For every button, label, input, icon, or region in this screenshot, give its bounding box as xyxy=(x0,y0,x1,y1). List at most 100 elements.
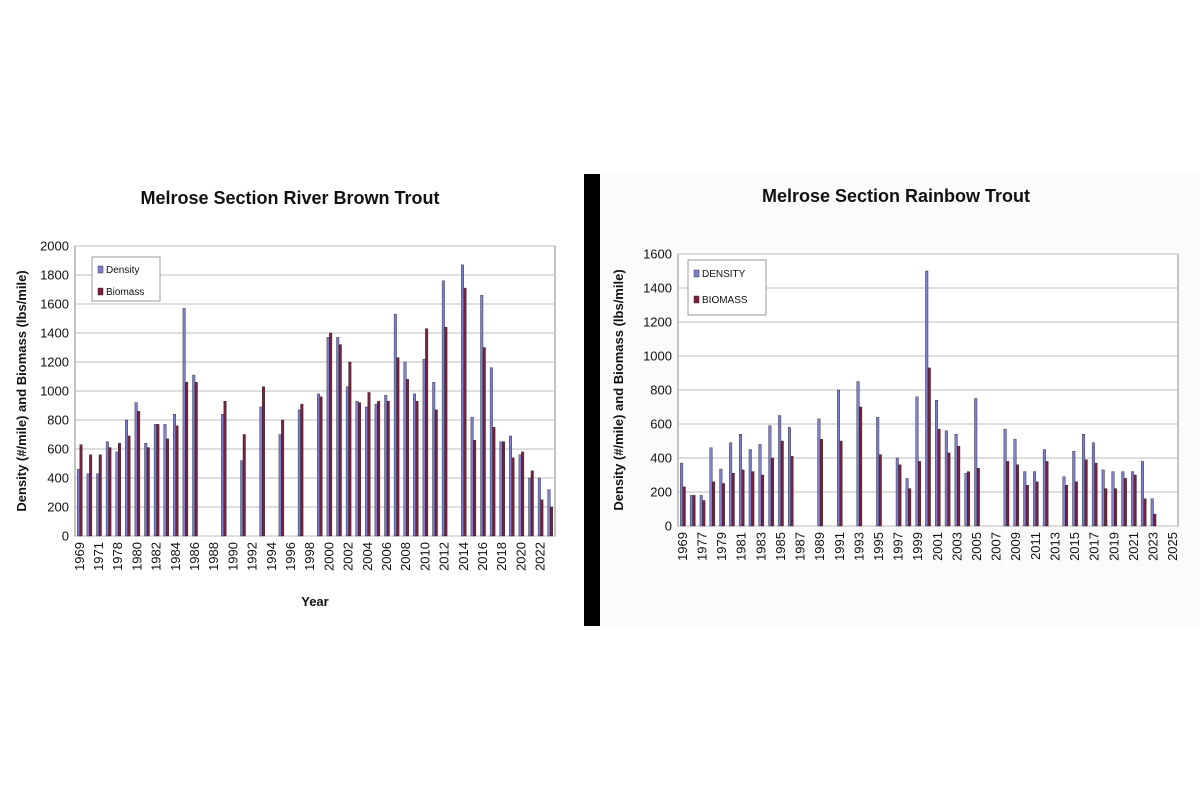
legend-swatch-density xyxy=(97,265,104,274)
x-tick-label: 1987 xyxy=(793,532,808,561)
x-tick-label: 1977 xyxy=(695,532,710,561)
y-tick-label: 1600 xyxy=(643,247,672,262)
x-tick-label: 1994 xyxy=(264,542,279,571)
x-tick-label: 1984 xyxy=(168,542,183,571)
legend-swatch-biomass xyxy=(693,295,700,304)
bar-biomass-2000 xyxy=(329,332,333,537)
bar-biomass-2018 xyxy=(1104,488,1108,527)
bar-density-2018 xyxy=(499,441,503,537)
bar-density-2014 xyxy=(461,264,464,537)
y-tick-label: 400 xyxy=(650,451,672,466)
y-tick-label: 800 xyxy=(47,413,69,428)
x-tick-label: 1981 xyxy=(734,532,749,561)
x-tick-label: 1998 xyxy=(302,542,317,571)
bar-biomass-1982 xyxy=(156,424,160,537)
x-tick-label: 2011 xyxy=(1028,532,1043,560)
y-tick-label: 400 xyxy=(47,471,69,486)
x-tick-label: 1969 xyxy=(675,532,690,561)
bar-density-2023 xyxy=(547,489,551,537)
bar-density-1983 xyxy=(163,424,167,537)
bar-density-2019 xyxy=(1111,471,1115,527)
bar-density-2017 xyxy=(489,367,493,537)
bar-biomass-2017 xyxy=(1094,462,1098,527)
y-tick-label: 1200 xyxy=(643,315,672,330)
bar-biomass-1984 xyxy=(770,457,774,527)
y-tick-label: 1200 xyxy=(40,355,69,370)
bar-density-1984 xyxy=(768,425,772,527)
bar-biomass-2002 xyxy=(348,361,352,537)
y-tick-label: 200 xyxy=(47,500,69,515)
x-tick-label: 2015 xyxy=(1067,532,1082,561)
bar-density-2019 xyxy=(509,435,512,537)
y-tick-label: 600 xyxy=(47,442,69,457)
bar-density-2006 xyxy=(384,395,388,537)
bar-density-1985 xyxy=(182,308,186,537)
chart-title: Melrose Section River Brown Trout xyxy=(140,188,439,208)
bar-biomass-2021 xyxy=(1133,474,1137,527)
bar-density-2012 xyxy=(441,280,445,537)
y-tick-label: 1400 xyxy=(643,281,672,296)
x-tick-label: 2025 xyxy=(1165,532,1180,561)
bar-biomass-2000 xyxy=(927,367,931,527)
bar-density-2001 xyxy=(336,337,340,537)
x-tick-label: 1986 xyxy=(187,542,202,571)
y-tick-label: 1800 xyxy=(40,268,69,283)
bar-density-2003 xyxy=(954,434,958,527)
x-tick-label: 2012 xyxy=(437,542,452,571)
bar-density-2000 xyxy=(326,337,330,537)
bar-biomass-2011 xyxy=(434,409,438,537)
x-tick-label: 1990 xyxy=(225,542,240,571)
bar-density-1982 xyxy=(748,449,752,527)
x-tick-label: 2002 xyxy=(341,542,356,571)
x-tick-label: 2014 xyxy=(456,542,471,571)
bar-density-1977 xyxy=(699,495,703,527)
bar-density-2016 xyxy=(1082,434,1086,527)
bar-biomass-1978 xyxy=(117,443,121,537)
bar-density-2008 xyxy=(403,361,407,537)
x-axis-label: Year xyxy=(301,594,328,609)
bar-density-2002 xyxy=(944,430,948,527)
bar-density-2008 xyxy=(1003,428,1007,527)
bar-biomass-2020 xyxy=(1123,478,1127,527)
x-tick-label: 2022 xyxy=(533,542,548,571)
bar-biomass-2005 xyxy=(377,400,381,537)
bar-biomass-1989 xyxy=(223,400,227,537)
x-tick-label: 2013 xyxy=(1047,532,1062,561)
bar-biomass-1993 xyxy=(859,406,863,527)
y-tick-label: 0 xyxy=(665,519,672,534)
bar-density-2005 xyxy=(974,398,978,527)
bar-biomass-1986 xyxy=(790,456,794,527)
bar-biomass-1984 xyxy=(175,425,179,537)
bar-biomass-1999 xyxy=(918,461,921,527)
bar-density-2010 xyxy=(422,358,426,537)
bar-density-2015 xyxy=(1072,451,1076,527)
bar-biomass-2011 xyxy=(1035,481,1039,527)
x-tick-label: 2003 xyxy=(949,532,964,561)
bar-density-2000 xyxy=(925,270,929,527)
bar-biomass-2015 xyxy=(1074,481,1078,527)
bar-biomass-1999 xyxy=(319,396,323,537)
bar-biomass-1969 xyxy=(682,486,686,527)
bar-density-1979 xyxy=(719,468,723,527)
x-tick-label: 2004 xyxy=(360,542,375,571)
bar-biomass-1986 xyxy=(194,382,198,537)
legend-box xyxy=(687,259,767,316)
bar-biomass-2014 xyxy=(1065,485,1068,527)
x-tick-label: 1989 xyxy=(812,532,827,561)
bar-biomass-1983 xyxy=(761,474,765,527)
x-tick-label: 1996 xyxy=(283,542,298,571)
bar-density-1970 xyxy=(86,473,90,537)
x-tick-label: 1978 xyxy=(110,542,125,571)
bar-density-2015 xyxy=(470,416,474,537)
x-tick-label: 1982 xyxy=(149,542,164,571)
bar-biomass-1997 xyxy=(898,464,902,527)
bar-biomass-2006 xyxy=(386,400,390,537)
bar-biomass-1978 xyxy=(712,481,716,527)
bar-density-2011 xyxy=(432,382,436,537)
bar-biomass-1995 xyxy=(281,419,285,537)
legend-label-biomass: Biomass xyxy=(106,287,144,298)
y-axis-label: Density (#/mile) and Biomass (lbs/mile) xyxy=(611,269,626,510)
x-tick-label: 2010 xyxy=(417,542,432,571)
bar-density-2014 xyxy=(1062,476,1066,527)
bar-biomass-1993 xyxy=(262,386,265,537)
